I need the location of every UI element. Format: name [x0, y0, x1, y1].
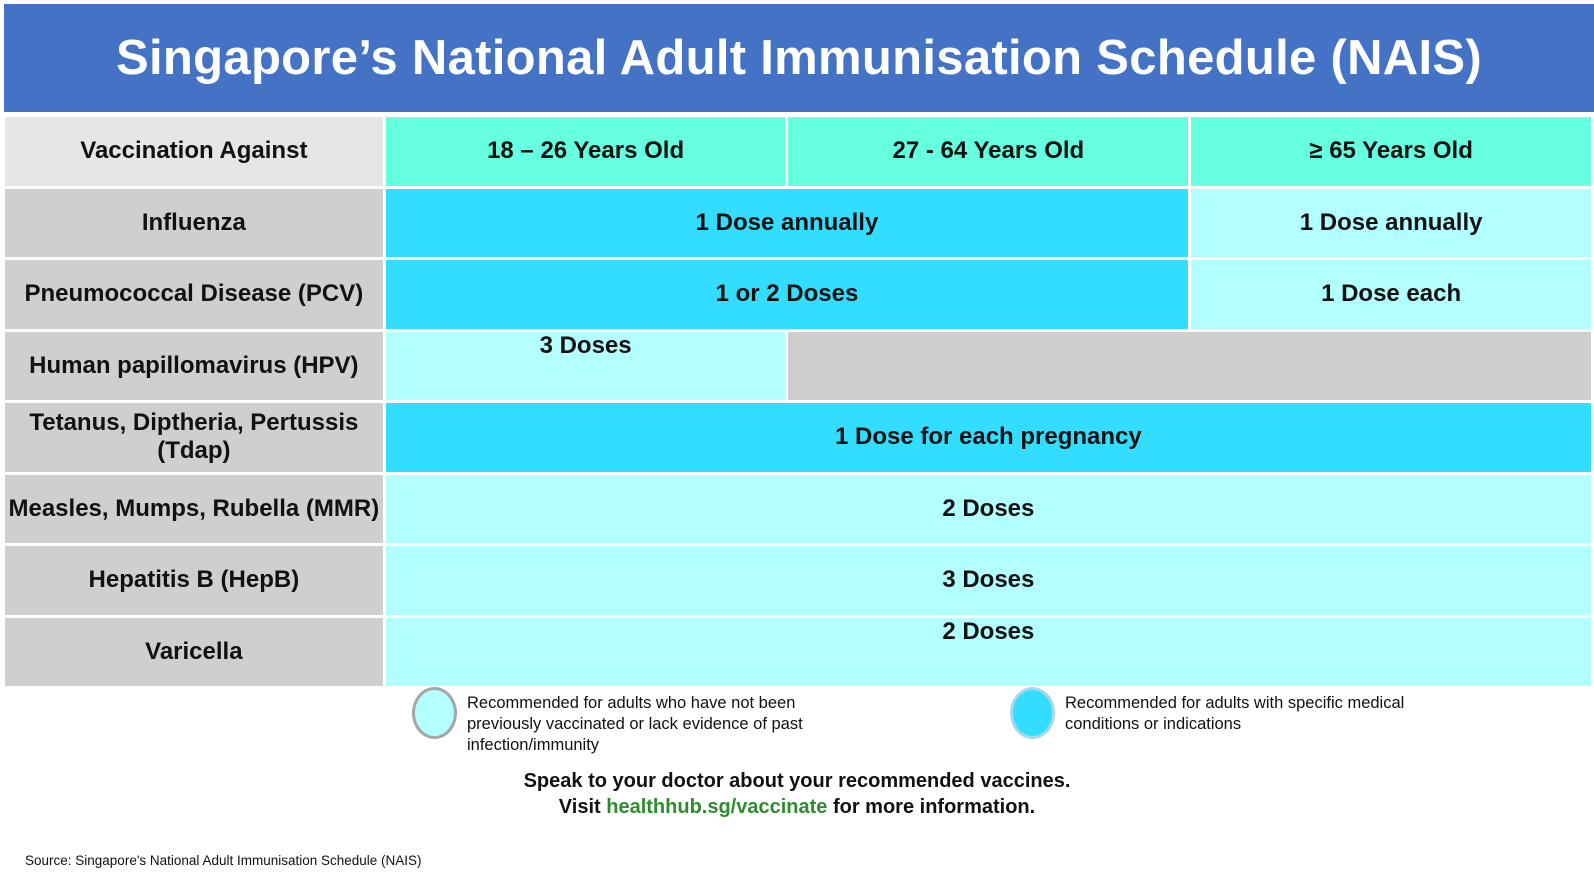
header-age-18-26: 18 – 26 Years Old: [382, 114, 789, 189]
legend-text: Recommended for adults with specific med…: [1065, 694, 1405, 733]
table-row: Measles, Mumps, Rubella (MMR) 2 Doses: [2, 471, 1594, 546]
footer-visit-suffix: for more information.: [827, 796, 1036, 818]
table-row: Hepatitis B (HepB) 3 Doses: [2, 543, 1594, 618]
legend-text: Recommended for adults who have not been…: [467, 694, 803, 754]
dose-cell: 1 Dose for each pregnancy: [382, 400, 1594, 475]
vaccine-label: Tetanus, Diptheria, Pertussis (Tdap): [2, 400, 386, 475]
footer-note: Speak to your doctor about your recommen…: [0, 768, 1594, 820]
header-vaccination-against: Vaccination Against: [2, 114, 386, 189]
vaccine-label: Hepatitis B (HepB): [2, 543, 386, 618]
dose-cell: 3 Doses: [382, 543, 1594, 618]
dose-cell: 1 Dose each: [1188, 257, 1594, 332]
dose-cell: 1 Dose annually: [1188, 185, 1594, 260]
vaccine-label: Pneumococcal Disease (PCV): [2, 257, 386, 332]
dose-cell: 1 Dose annually: [382, 185, 1192, 260]
table-row: Influenza 1 Dose annually 1 Dose annuall…: [2, 185, 1594, 260]
vaccine-label: Influenza: [2, 185, 386, 260]
dose-cell: 1 or 2 Doses: [382, 257, 1192, 332]
legend-medical-conditions: Recommended for adults with specific med…: [1010, 687, 1470, 739]
schedule-table: Vaccination Against 18 – 26 Years Old 27…: [2, 114, 1594, 689]
header-age-65-plus: ≥ 65 Years Old: [1188, 114, 1594, 189]
footer-visit-prefix: Visit: [558, 796, 607, 818]
footer-line-1: Speak to your doctor about your recommen…: [523, 770, 1071, 792]
legend-not-vaccinated: Recommended for adults who have not been…: [412, 687, 852, 756]
source-note: Source: Singapore's National Adult Immun…: [25, 853, 422, 868]
cyan-swatch: [1010, 687, 1055, 739]
light-cyan-swatch: [412, 687, 457, 739]
vaccine-label: Human papillomavirus (HPV): [2, 328, 386, 403]
table-row: Varicella 2 Doses: [2, 614, 1594, 689]
dose-cell: 3 Doses: [382, 328, 789, 403]
vaccine-label: Varicella: [2, 614, 386, 689]
footer-line-2: Visit healthhub.sg/vaccinate for more in…: [0, 794, 1594, 820]
table-row: Tetanus, Diptheria, Pertussis (Tdap) 1 D…: [2, 400, 1594, 475]
dose-cell: 2 Doses: [382, 471, 1594, 546]
not-applicable-cell: [785, 328, 1594, 403]
healthhub-link[interactable]: healthhub.sg/vaccinate: [606, 796, 828, 818]
title-banner: Singapore’s National Adult Immunisation …: [4, 4, 1594, 112]
table-row: Pneumococcal Disease (PCV) 1 or 2 Doses …: [2, 257, 1594, 332]
vaccine-label: Measles, Mumps, Rubella (MMR): [2, 471, 386, 546]
table-header-row: Vaccination Against 18 – 26 Years Old 27…: [2, 114, 1594, 189]
dose-cell: 2 Doses: [382, 614, 1594, 689]
page-title: Singapore’s National Adult Immunisation …: [116, 31, 1482, 85]
table-row: Human papillomavirus (HPV) 3 Doses: [2, 328, 1594, 403]
header-age-27-64: 27 - 64 Years Old: [785, 114, 1192, 189]
